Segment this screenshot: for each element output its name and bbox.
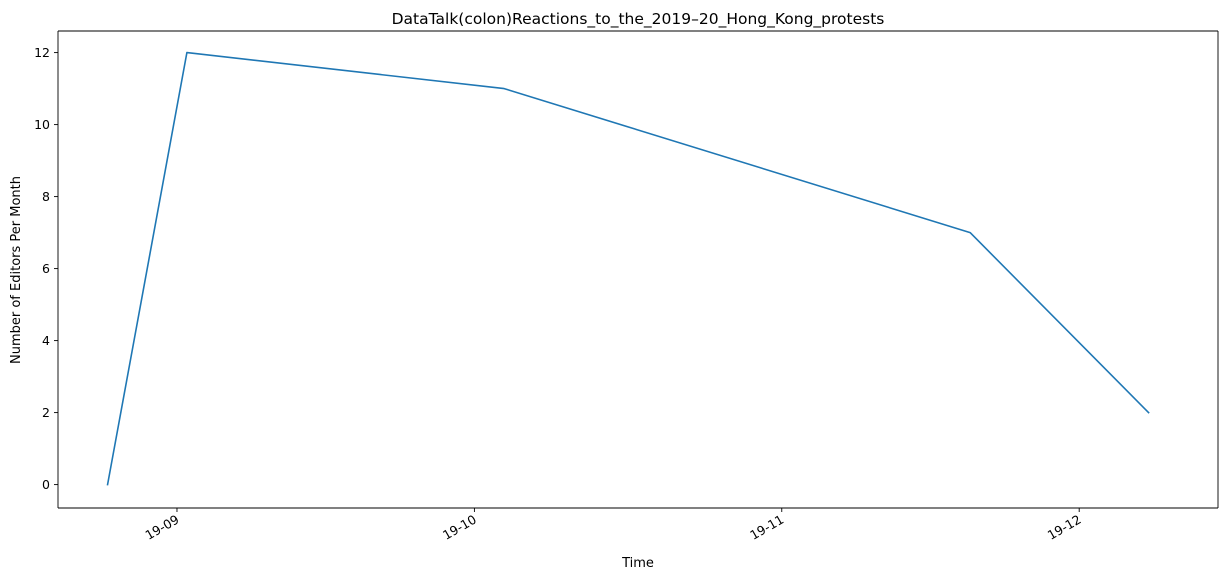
y-tick-label: 4 — [42, 333, 50, 348]
y-tick-label: 6 — [42, 261, 50, 276]
y-axis-label: Number of Editors Per Month — [9, 176, 24, 364]
y-tick-label: 2 — [42, 405, 50, 420]
x-tick-label: 19-12 — [1045, 512, 1084, 543]
y-tick-label: 0 — [42, 477, 50, 492]
y-tick-label: 12 — [34, 45, 50, 60]
plot-area: 0 2 4 6 8 10 12 19-09 19-10 19-11 19-12 — [34, 30, 1219, 543]
x-tick-label: 19-09 — [143, 512, 182, 543]
x-tick-label: 19-10 — [440, 512, 479, 543]
chart-title: DataTalk(colon)Reactions_to_the_2019–20_… — [392, 10, 885, 29]
y-tick-label: 10 — [34, 117, 50, 132]
x-axis-label: Time — [621, 556, 654, 571]
x-tick-label: 19-11 — [747, 512, 786, 543]
y-tick-label: 8 — [42, 189, 50, 204]
series-line — [106, 51, 1150, 486]
